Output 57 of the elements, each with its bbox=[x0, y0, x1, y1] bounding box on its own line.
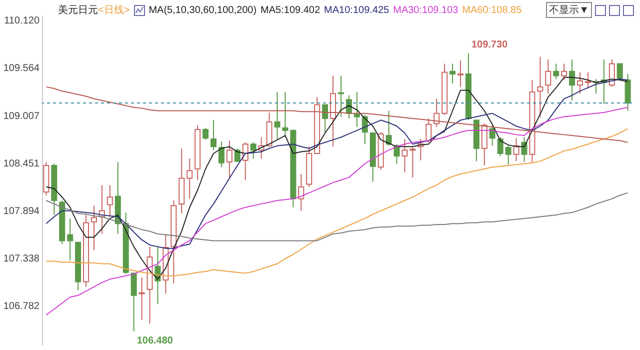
candlestick bbox=[426, 118, 432, 143]
candlestick bbox=[106, 184, 113, 218]
line-series bbox=[46, 106, 628, 316]
y-tick-label: 107.894 bbox=[3, 206, 40, 217]
annotation: 不显示▼ bbox=[546, 2, 592, 18]
candlestick bbox=[90, 205, 97, 251]
line-series bbox=[46, 86, 628, 143]
candlestick bbox=[497, 136, 504, 157]
candlestick bbox=[616, 63, 623, 80]
y-tick-label: 109.007 bbox=[3, 110, 40, 122]
text: MA5:109.402 bbox=[260, 4, 320, 16]
chart-subtitle: <日线> bbox=[98, 5, 130, 16]
candlestick bbox=[458, 60, 464, 88]
candlestick bbox=[218, 141, 224, 168]
candlestick bbox=[569, 58, 576, 101]
y-tick-label: 107.338 bbox=[3, 253, 40, 264]
candlestick bbox=[537, 56, 544, 118]
candlestick bbox=[577, 72, 584, 94]
candlestick bbox=[282, 91, 288, 138]
candlestick bbox=[298, 174, 304, 212]
annotation: 106.480 bbox=[136, 335, 174, 346]
candlestick bbox=[386, 110, 392, 146]
candlestick bbox=[242, 142, 248, 180]
candlestick bbox=[202, 127, 209, 140]
y-tick-label: 110.120 bbox=[4, 16, 40, 27]
candlestick bbox=[210, 120, 216, 151]
text: MA10:109.425 bbox=[324, 4, 390, 16]
annotation: 109.730 bbox=[471, 39, 508, 50]
text: MA60:108.85 bbox=[462, 4, 522, 16]
candlestick bbox=[434, 98, 440, 128]
candlestick bbox=[521, 136, 528, 163]
candlestick bbox=[608, 58, 615, 88]
line-series bbox=[46, 192, 628, 242]
candlestick bbox=[450, 63, 456, 84]
candlestick bbox=[624, 73, 631, 112]
candlestick bbox=[553, 63, 560, 80]
y-tick-label: 108.451 bbox=[3, 158, 40, 170]
annotation: MA(5,10,30,60,100,200) bbox=[148, 4, 257, 16]
candlestick bbox=[186, 158, 193, 200]
y-tick-label: 106.782 bbox=[3, 301, 40, 312]
candlestick bbox=[561, 63, 568, 80]
candlestick bbox=[67, 218, 74, 261]
candlestick bbox=[481, 123, 488, 166]
candlestick bbox=[250, 142, 256, 160]
candlestick bbox=[410, 147, 416, 178]
candlestick bbox=[322, 104, 328, 133]
candlestick bbox=[130, 272, 137, 332]
text: MA30:109.103 bbox=[393, 4, 458, 16]
chart-title: 美元日元 bbox=[58, 5, 98, 16]
candlestick bbox=[545, 58, 552, 94]
candlestick bbox=[402, 138, 408, 173]
candlestick bbox=[505, 145, 512, 166]
candlestick bbox=[584, 72, 591, 90]
candlestick bbox=[274, 91, 280, 140]
candlestick bbox=[226, 140, 232, 178]
y-tick-label: 109.564 bbox=[3, 63, 40, 74]
candlestick bbox=[266, 112, 272, 148]
